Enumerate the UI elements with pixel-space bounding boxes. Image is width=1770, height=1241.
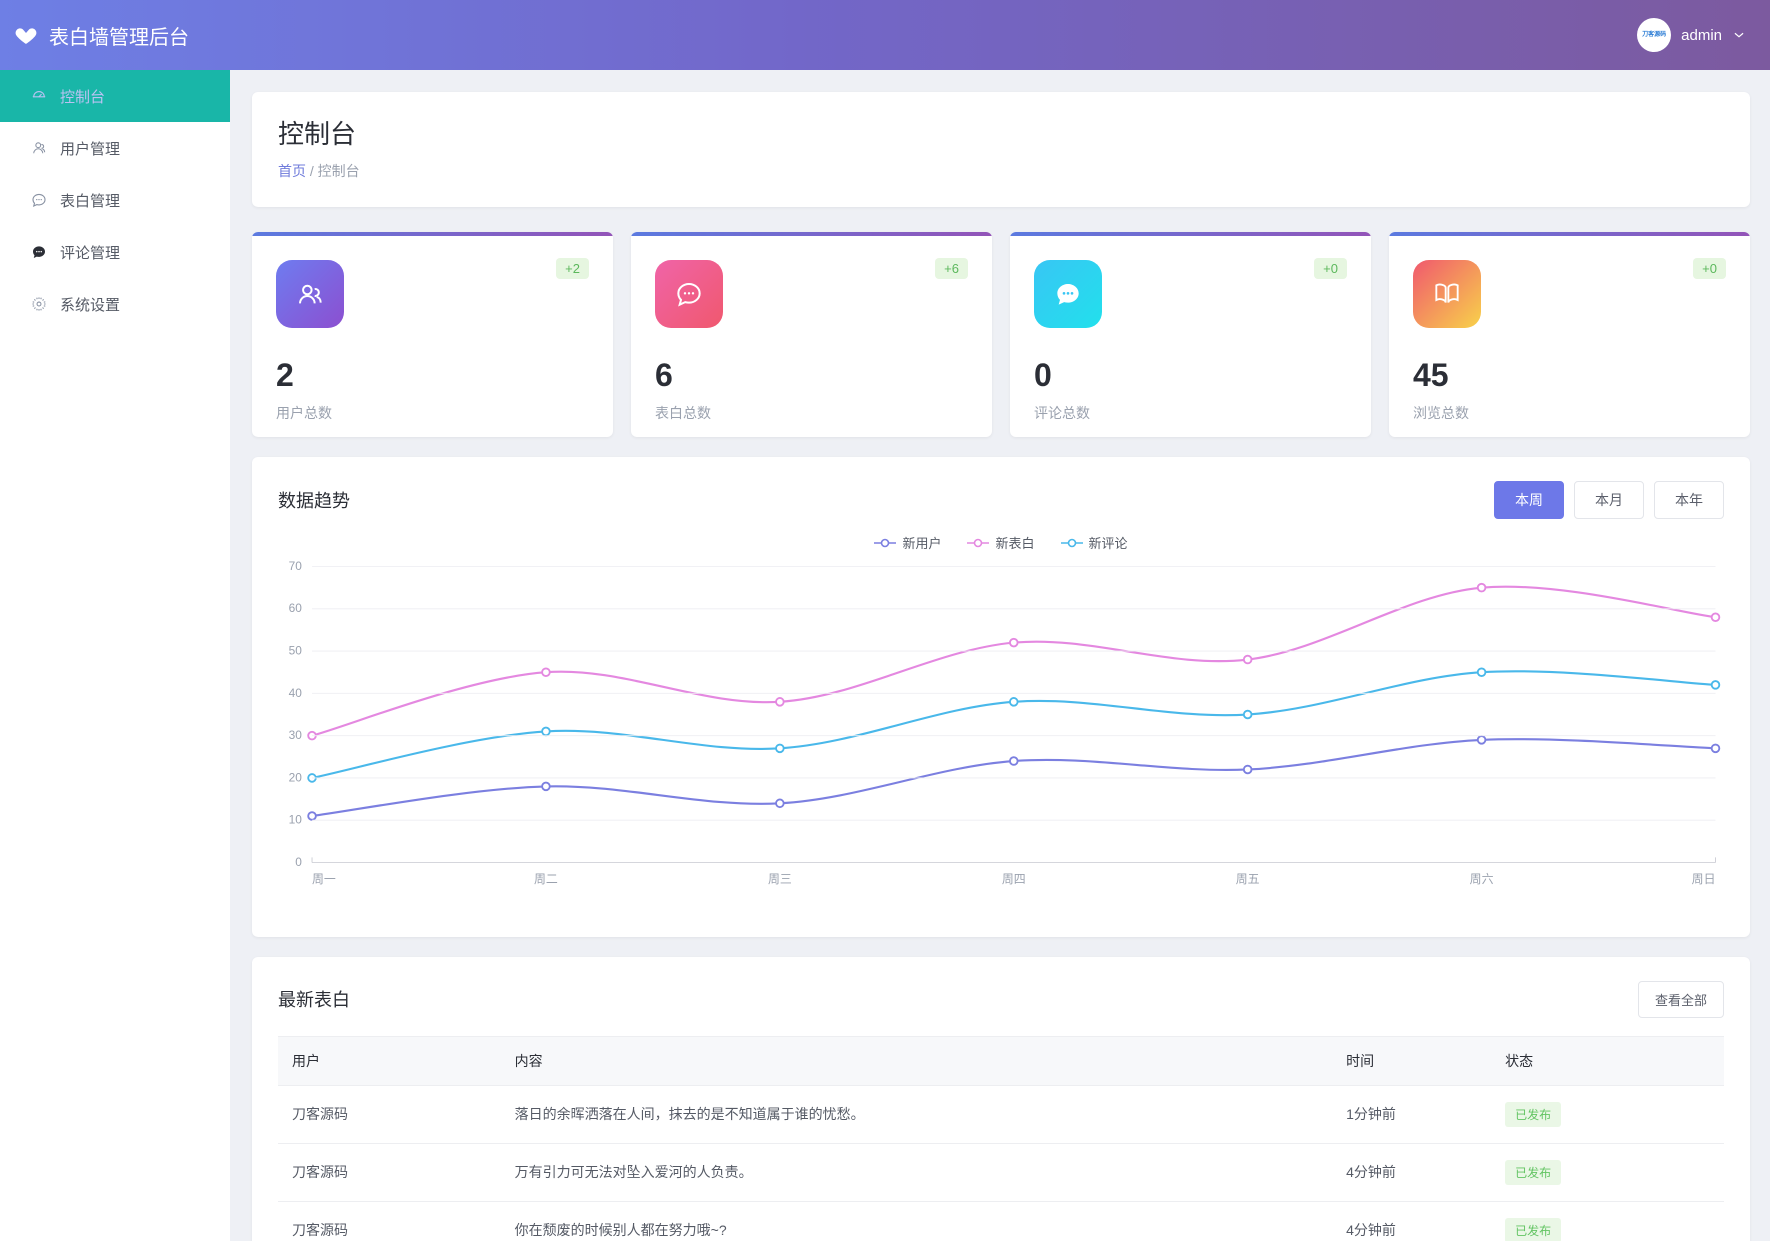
svg-text:40: 40	[289, 686, 303, 700]
svg-text:60: 60	[289, 601, 303, 615]
svg-text:50: 50	[289, 644, 303, 658]
svg-text:20: 20	[289, 771, 303, 785]
svg-text:周六: 周六	[1470, 872, 1494, 886]
svg-text:周日: 周日	[1692, 872, 1716, 886]
svg-text:周四: 周四	[1002, 872, 1026, 886]
svg-text:10: 10	[289, 813, 303, 827]
svg-text:周一: 周一	[312, 872, 336, 886]
svg-text:周二: 周二	[534, 872, 558, 886]
svg-text:周三: 周三	[768, 872, 792, 886]
svg-text:70: 70	[289, 559, 303, 573]
svg-text:周五: 周五	[1236, 872, 1260, 886]
svg-text:30: 30	[289, 728, 303, 742]
svg-text:0: 0	[295, 855, 302, 869]
